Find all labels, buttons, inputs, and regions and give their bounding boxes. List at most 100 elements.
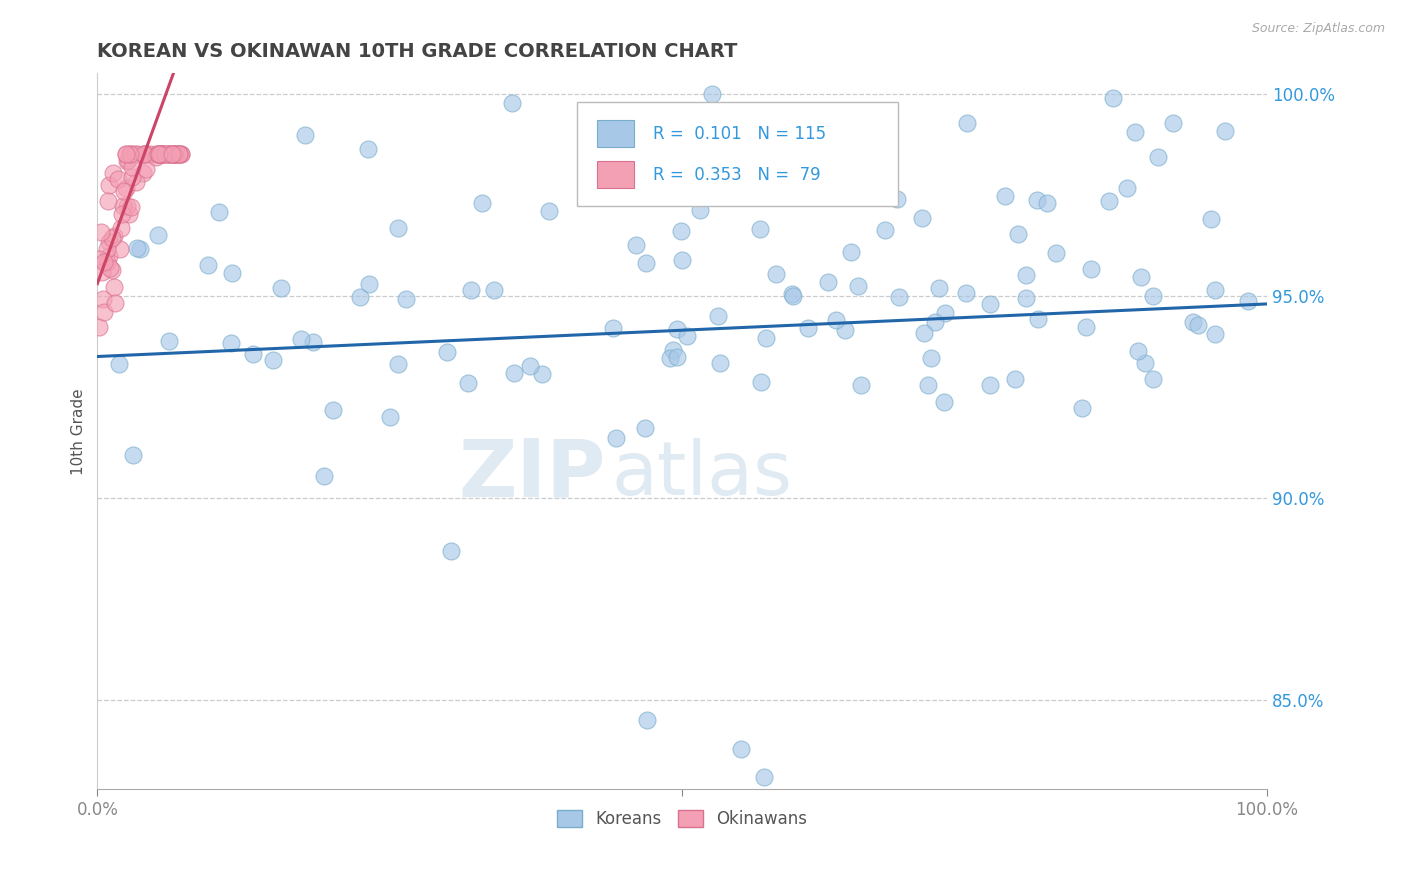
Point (1036, 196, 1059, 211)
Point (378, 410, 401, 425)
Point (124, 147, 146, 161)
Point (153, 147, 176, 161)
Bar (596, 161, 634, 188)
Point (752, 770, 775, 784)
Point (132, 166, 155, 180)
Point (394, 293, 416, 307)
Point (87, 319, 110, 334)
Point (114, 147, 136, 161)
Point (167, 147, 190, 161)
Point (624, 237, 647, 252)
Point (889, 290, 911, 304)
Point (749, 376, 772, 390)
Point (796, 321, 818, 335)
Text: R =  0.101   N = 115: R = 0.101 N = 115 (652, 125, 825, 144)
Point (707, 310, 730, 324)
Point (149, 147, 172, 161)
Point (139, 147, 162, 161)
Point (157, 147, 180, 161)
Point (145, 147, 167, 161)
Point (665, 322, 688, 336)
Point (127, 147, 149, 161)
Point (97, 194, 120, 208)
Point (1213, 123, 1236, 137)
Point (501, 95, 523, 110)
Point (121, 170, 143, 185)
Point (1074, 319, 1097, 334)
Point (1070, 401, 1092, 416)
Point (103, 166, 125, 180)
Point (917, 378, 939, 392)
Point (932, 395, 955, 409)
Point (135, 162, 157, 177)
Point (1026, 193, 1049, 207)
Point (659, 351, 682, 365)
Point (702, 87, 724, 101)
Point (166, 147, 188, 161)
Point (440, 543, 463, 558)
Point (197, 258, 219, 272)
Point (170, 147, 193, 161)
Point (457, 376, 479, 390)
Point (117, 153, 139, 168)
Point (121, 448, 143, 462)
Point (817, 275, 839, 289)
Point (782, 289, 804, 303)
Point (96, 255, 118, 269)
Point (314, 469, 336, 483)
Point (755, 331, 778, 345)
Point (537, 204, 560, 219)
Point (1129, 269, 1152, 284)
Point (730, 741, 752, 756)
Point (1237, 294, 1260, 309)
Point (103, 280, 125, 294)
Point (934, 306, 956, 320)
Text: ZIP: ZIP (458, 435, 606, 513)
Point (153, 147, 176, 161)
Point (349, 290, 371, 304)
Point (262, 353, 284, 368)
Point (675, 329, 697, 343)
Point (1128, 344, 1150, 359)
Point (107, 172, 129, 186)
Point (103, 228, 125, 243)
Point (665, 350, 688, 364)
Text: Source: ZipAtlas.com: Source: ZipAtlas.com (1251, 22, 1385, 36)
Point (101, 263, 124, 277)
Point (93, 304, 115, 318)
Point (669, 224, 692, 238)
Point (955, 286, 977, 301)
Point (157, 334, 180, 348)
Point (118, 147, 141, 161)
Point (120, 200, 142, 214)
Point (912, 326, 935, 341)
Point (979, 297, 1001, 311)
Point (1015, 291, 1038, 305)
Point (162, 147, 184, 161)
Point (387, 357, 409, 371)
Point (90, 265, 112, 279)
Point (1181, 315, 1204, 329)
Point (270, 281, 292, 295)
Point (1080, 261, 1102, 276)
Point (111, 207, 134, 221)
Point (98, 261, 121, 276)
Point (920, 351, 942, 365)
Point (153, 147, 176, 161)
Point (956, 116, 979, 130)
Point (145, 150, 167, 164)
Point (1161, 115, 1184, 129)
Point (1147, 150, 1170, 164)
Point (170, 147, 193, 161)
Point (146, 147, 169, 161)
Point (503, 367, 526, 381)
Point (851, 378, 873, 392)
Legend: Koreans, Okinawans: Koreans, Okinawans (550, 803, 814, 835)
Point (484, 283, 506, 297)
Point (290, 332, 312, 346)
Point (98, 178, 121, 192)
Point (602, 321, 624, 335)
Point (927, 281, 949, 295)
Point (1133, 356, 1156, 370)
Point (911, 211, 934, 225)
